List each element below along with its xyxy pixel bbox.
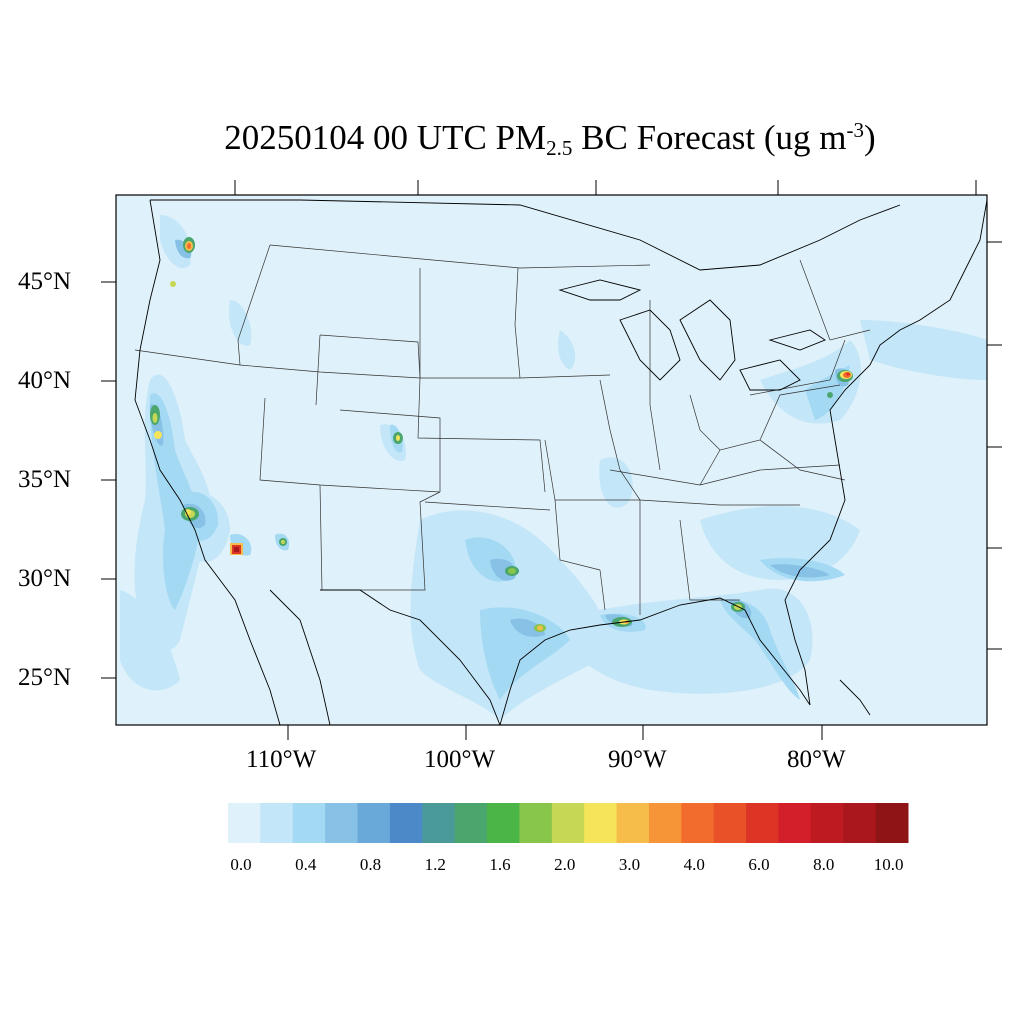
colorbar-swatch: [519, 803, 553, 843]
colorbar-swatch: [389, 803, 423, 843]
colorbar-tick-label: 1.6: [489, 855, 511, 874]
colorbar-tick-label: 2.0: [554, 855, 576, 874]
colorbar-swatch: [292, 803, 326, 843]
coastlines: [134, 199, 987, 725]
colorbar-swatch: [454, 803, 488, 843]
colorbar-swatch: [616, 803, 650, 843]
colorbar-tick-label: 8.0: [813, 855, 835, 874]
lat-label-45n: 45°N: [18, 268, 72, 295]
colorbar-swatch: [551, 803, 585, 843]
lat-label-30n: 30°N: [18, 565, 72, 592]
colorbar-tick-label: 0.0: [230, 855, 252, 874]
concentration-field: [120, 199, 987, 725]
map-title: 20250104 00 UTC PM2.5 BC Forecast (ug m-…: [224, 118, 876, 160]
map-ticks: [101, 180, 1002, 740]
colorbar-swatch: [487, 803, 520, 843]
colorbar-swatch: [746, 803, 779, 843]
lon-label-90w: 90°W: [608, 746, 667, 773]
colorbar-tick-label: 4.0: [683, 855, 705, 874]
colorbar-swatch: [357, 803, 391, 843]
colorbar-swatch: [810, 803, 844, 843]
colorbar-swatch: [648, 803, 682, 843]
colorbar-swatch: [713, 803, 747, 843]
colorbar-tick-label: 10.0: [873, 855, 904, 874]
colorbar-tick-label: 3.0: [618, 855, 641, 874]
colorbar-swatch: [584, 803, 618, 843]
colorbar-swatch: [681, 803, 715, 843]
colorbar-tick-label: 0.8: [359, 855, 382, 874]
colorbar-tick-label: 1.2: [424, 855, 446, 874]
lon-label-110w: 110°W: [246, 746, 317, 773]
colorbar: [228, 803, 909, 843]
lat-label-25n: 25°N: [18, 664, 72, 691]
lon-label-80w: 80°W: [787, 746, 846, 773]
colorbar-swatch: [228, 803, 261, 843]
colorbar-tick-label: 6.0: [748, 855, 770, 874]
colorbar-tick-label: 0.4: [295, 855, 317, 874]
state-boundaries: [134, 244, 871, 615]
map-frame: [115, 194, 988, 726]
lat-label-40n: 40°N: [18, 367, 72, 394]
colorbar-swatch: [422, 803, 456, 843]
lon-label-100w: 100°W: [424, 746, 496, 773]
colorbar-swatch: [778, 803, 812, 843]
colorbar-swatch: [325, 803, 359, 843]
colorbar-swatch: [875, 803, 909, 843]
colorbar-swatch: [260, 803, 294, 843]
colorbar-swatch: [843, 803, 877, 843]
lat-label-35n: 35°N: [18, 466, 72, 493]
